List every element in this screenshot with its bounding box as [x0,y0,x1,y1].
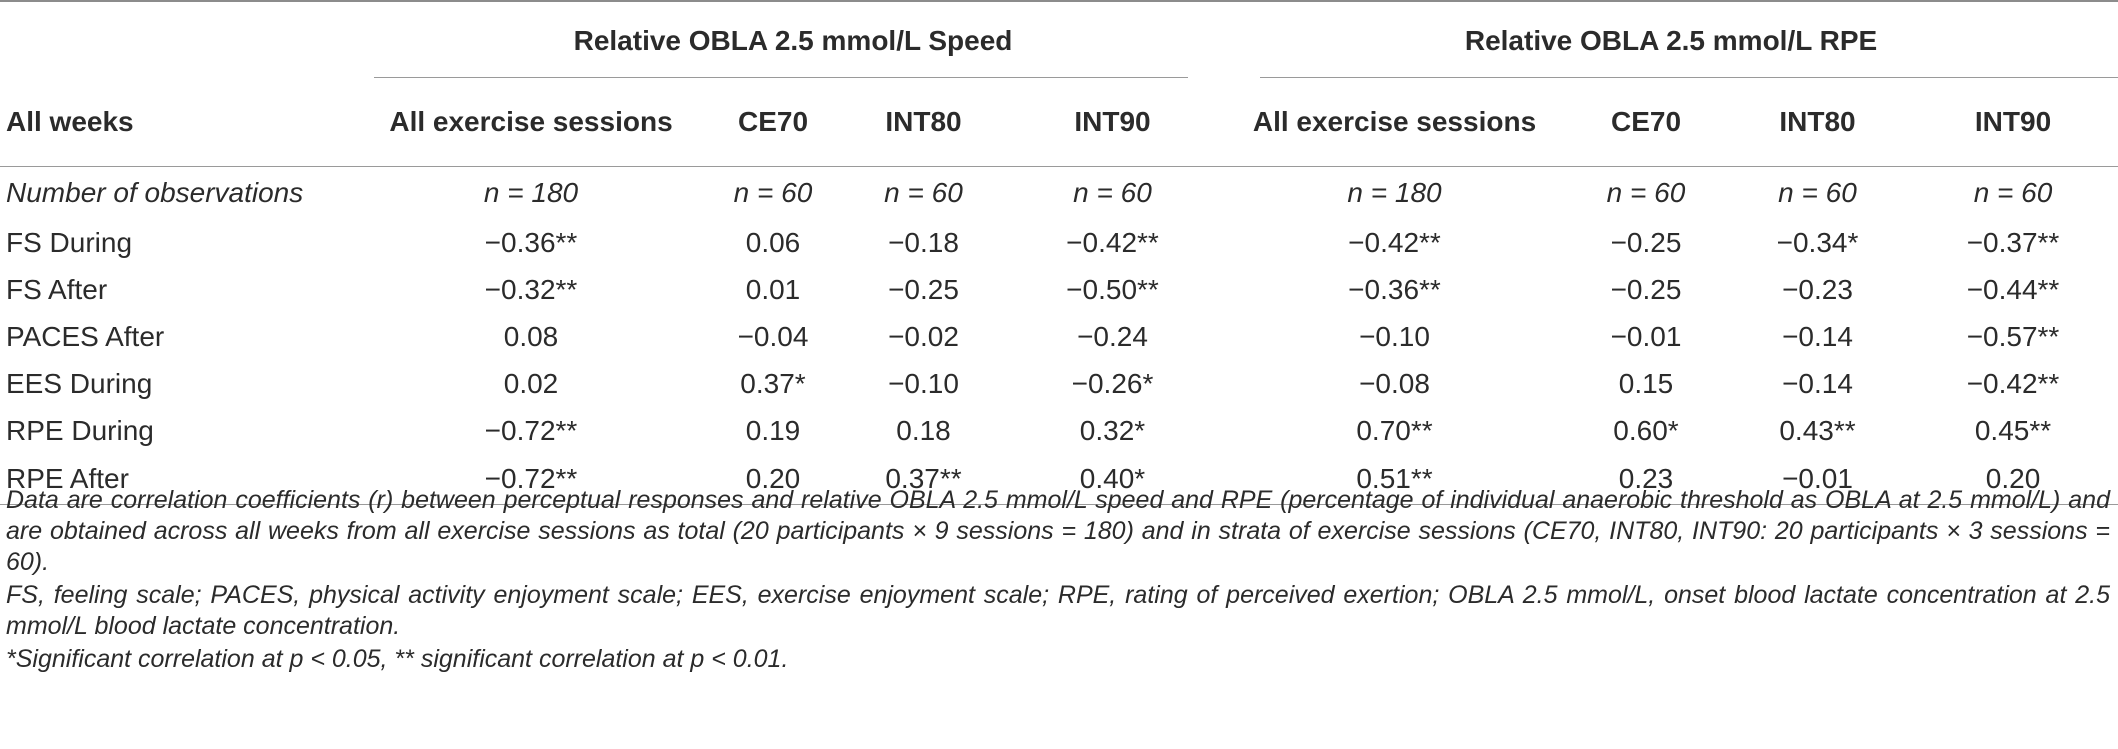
table-cell: −0.14 [1782,367,1853,399]
table-footnotes: Data are correlation coefficients (r) be… [6,485,2110,675]
table-cell: −0.25 [1610,226,1682,258]
table-cell: −0.32** [484,273,578,305]
table-cell: 0.18 [896,414,951,446]
table-cell: −0.10 [1359,320,1430,352]
table-cell: n = 180 [483,177,579,208]
table-cell: 0.40* [1001,454,1224,505]
table-row: PACES After 0.08 −0.04 −0.02 −0.24 −0.10… [0,313,2118,360]
table-row: RPE After −0.72** 0.20 0.37** 0.40* 0.51… [0,454,2118,505]
table-cell: −0.42** [1966,367,2060,399]
column-header: INT90 [1001,78,1224,167]
table-cell: n = 60 [1073,177,1152,208]
table-cell: −0.02 [888,320,959,352]
row-label: FS After [6,273,108,305]
table-cell: −0.04 [737,320,809,352]
table-cell: 0.20 [1908,454,2118,505]
group-header-spacer [0,4,362,78]
table-cell: −0.37** [1966,226,2060,258]
table-cell: −0.23 [1782,273,1853,305]
row-label: RPE During [6,414,154,446]
table-cell: 0.51** [1224,454,1565,505]
table-row: EES During 0.02 0.37* −0.10 −0.26* −0.08… [0,360,2118,407]
table-cell: −0.57** [1966,320,2060,352]
row-label: PACES After [6,320,165,352]
table-cell: −0.50** [1066,273,1159,305]
table-row: FS After −0.32** 0.01 −0.25 −0.50** −0.3… [0,266,2118,313]
table-cell: −0.36** [1348,273,1441,305]
table-cell: −0.36** [484,226,578,258]
row-label: Number of observations [6,177,304,208]
table-cell: −0.25 [888,273,959,305]
column-header: All exercise sessions [1224,78,1565,167]
table-cell: 0.23 [1565,454,1727,505]
table-cell: 0.45** [1974,414,2052,446]
group-header-rpe: Relative OBLA 2.5 mmol/L RPE [1224,4,2118,78]
table-cell: −0.42** [1348,226,1441,258]
table-cell: −0.14 [1782,320,1853,352]
footnote-data-description: Data are correlation coefficients (r) be… [6,486,2110,576]
table-cell: −0.25 [1610,273,1682,305]
row-label: EES During [6,367,153,399]
table-row: RPE During −0.72** 0.19 0.18 0.32* 0.70*… [0,407,2118,454]
table-cell: −0.01 [1727,454,1908,505]
table-row: Number of observations n = 180 n = 60 n … [0,167,2118,220]
correlation-table: Relative OBLA 2.5 mmol/L Speed Relative … [0,4,2118,505]
table-cell: 0.32* [1079,414,1146,446]
table-cell: −0.72** [484,414,578,446]
column-header: All exercise sessions [362,78,700,167]
table-cell: −0.42** [1066,226,1159,258]
table-cell: n = 60 [1606,177,1686,208]
table-cell: −0.24 [1077,320,1148,352]
table-cell: 0.08 [503,320,559,352]
table-cell: n = 60 [733,177,813,208]
column-header: CE70 [700,78,846,167]
table-cell: 0.06 [745,226,801,258]
table-cell: −0.01 [1610,320,1682,352]
top-rule [0,0,2118,2]
table-cell: 0.01 [745,273,801,305]
table-cell: 0.37** [846,454,1001,505]
table-cell: −0.26* [1071,367,1154,399]
table-row: FS During −0.36** 0.06 −0.18 −0.42** −0.… [0,219,2118,266]
row-label: RPE After [0,454,362,505]
table-cell: 0.70** [1356,414,1433,446]
table-cell: 0.43** [1779,414,1856,446]
table-cell: n = 180 [1347,177,1442,208]
table-cell: 0.15 [1618,367,1674,399]
table-cell: 0.20 [700,454,846,505]
footnote-abbreviations: FS, feeling scale; PACES, physical activ… [6,581,2110,640]
table-cell: −0.18 [888,226,959,258]
table-cell: n = 60 [1778,177,1857,208]
table-cell: −0.34* [1776,226,1859,258]
table-cell: −0.10 [888,367,959,399]
table-cell: 0.60* [1613,414,1679,446]
table-cell: −0.72** [362,454,700,505]
table-cell: 0.37* [740,367,806,399]
column-header-row: All weeks All exercise sessions CE70 INT… [0,78,2118,167]
row-label: FS During [6,226,133,258]
group-header-row: Relative OBLA 2.5 mmol/L Speed Relative … [0,4,2118,78]
table-cell: 0.19 [745,414,801,446]
column-header: All weeks [0,78,362,167]
table-cell: n = 60 [884,177,963,208]
table-cell: n = 60 [1973,177,2053,208]
column-header: CE70 [1565,78,1727,167]
table-cell: −0.44** [1966,273,2060,305]
footnote-significance: *Significant correlation at p < 0.05, **… [6,645,789,673]
column-header: INT90 [1908,78,2118,167]
group-header-speed: Relative OBLA 2.5 mmol/L Speed [362,4,1224,78]
column-header: INT80 [846,78,1001,167]
table-cell: −0.08 [1359,367,1430,399]
column-header: INT80 [1727,78,1908,167]
table-cell: 0.02 [503,367,559,399]
